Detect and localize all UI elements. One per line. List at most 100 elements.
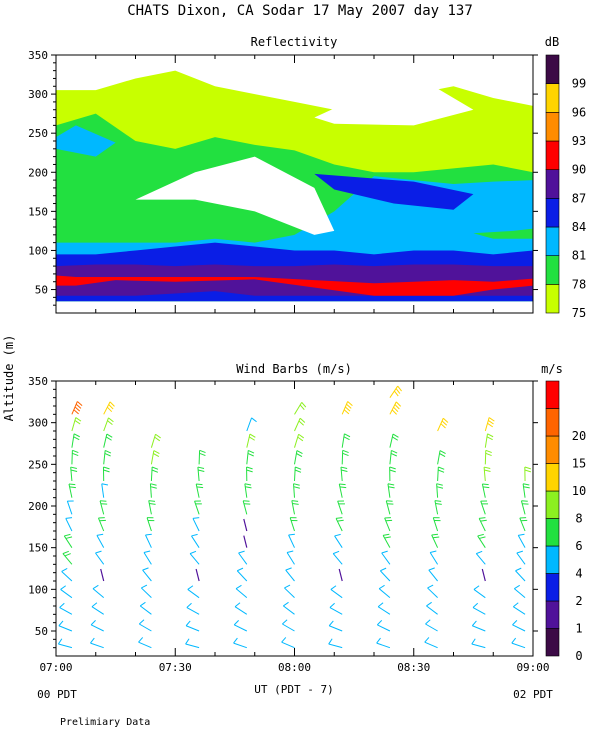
wind-barb-feather: [300, 418, 305, 422]
wind-colorbar-tick-label: 20: [572, 429, 586, 443]
wind-barb-feather: [429, 568, 435, 570]
wind-barb-feather: [396, 402, 400, 407]
wind-barb-feather: [234, 638, 238, 643]
wind-barb-feather: [436, 504, 442, 505]
wind-barb-staff: [386, 501, 390, 515]
wind-barb: [433, 518, 440, 531]
wind-barb-staff: [294, 484, 295, 498]
wind-colorbar-swatch: [546, 464, 559, 492]
wind-barb-staff: [98, 518, 103, 531]
wind-barb-staff: [485, 434, 487, 448]
wind-barb: [235, 603, 247, 615]
wind-barb: [72, 434, 80, 448]
wind-barb: [244, 536, 247, 548]
wind-barb-staff: [151, 451, 153, 465]
wind-barb-staff: [516, 571, 526, 581]
reflectivity-colorbar-tick-label: 93: [572, 134, 586, 148]
wind-barb: [390, 386, 402, 398]
wind-barb-staff: [481, 501, 486, 514]
wind-barb-staff: [339, 569, 342, 581]
wind-barb-feather: [340, 487, 346, 488]
wind-barb-staff: [438, 467, 439, 481]
wind-barb-feather: [479, 537, 485, 539]
wind-barb-staff: [104, 450, 105, 464]
wind-barb-feather: [105, 453, 111, 456]
wind-barb-feather: [487, 437, 493, 440]
wind-barb-feather: [346, 404, 351, 408]
wind-frame: [56, 381, 533, 656]
reflectivity-colorbar-tick-label: 78: [572, 277, 586, 291]
wind-barb-feather: [440, 454, 446, 457]
wind-barb-feather: [428, 585, 434, 588]
wind-barb-feather: [63, 551, 69, 553]
wind-barb-staff: [95, 553, 103, 564]
wind-barb: [186, 621, 199, 631]
wind-barb-feather: [198, 470, 204, 471]
wind-barb-feather: [237, 568, 243, 571]
wind-barb-feather: [438, 467, 444, 469]
wind-barb: [67, 501, 73, 514]
reflectivity-colorbar-tick-label: 75: [572, 306, 586, 320]
wind-barb: [437, 484, 443, 498]
wind-barb: [282, 637, 295, 647]
wind-barb-feather: [341, 470, 347, 471]
wind-barb-feather: [75, 407, 80, 411]
wind-barb: [247, 467, 253, 481]
wind-barb: [139, 637, 152, 647]
wind-barb-staff: [390, 434, 393, 448]
page-title: CHATS Dixon, CA Sodar 17 May 2007 day 13…: [127, 3, 473, 19]
wind-barb-feather: [152, 470, 158, 472]
wind-barb-feather: [248, 453, 254, 456]
wind-barb-feather: [392, 437, 397, 440]
wind-barb-feather: [196, 484, 202, 485]
wind-barb: [295, 451, 303, 465]
wind-barb: [90, 638, 103, 648]
wind-barb-feather: [344, 437, 350, 440]
wind-barb-feather: [472, 639, 475, 644]
wind-barb-staff: [104, 434, 107, 448]
wind-barb-feather: [282, 620, 287, 624]
wind-barb: [382, 551, 390, 564]
wind-barb-feather: [107, 434, 112, 437]
wind-barb-staff: [104, 418, 109, 431]
wind-barb-staff: [100, 501, 104, 515]
wind-barb-feather: [336, 518, 342, 519]
wind-barb-feather: [155, 434, 160, 438]
wind-barb-staff: [517, 553, 525, 564]
wind-barb-staff: [239, 553, 247, 564]
wind-barb-staff: [147, 518, 151, 531]
wind-barb-feather: [390, 467, 396, 469]
wind-barb: [482, 484, 489, 498]
wind-barb-feather: [344, 410, 349, 414]
wind-barb-feather: [153, 454, 159, 457]
wind-barb-staff: [429, 570, 438, 581]
wind-barb: [336, 518, 344, 531]
wind-barb: [92, 603, 104, 615]
wind-ytick-label: 200: [28, 500, 48, 513]
wind-barb-staff: [292, 501, 295, 515]
wind-barb: [438, 467, 445, 481]
wind-barb-staff: [287, 552, 294, 564]
wind-barb-feather: [480, 520, 486, 521]
wind-barb-feather: [443, 418, 448, 422]
wind-barb: [199, 450, 205, 464]
wind-barb-staff: [433, 518, 437, 531]
wind-barb-feather: [107, 407, 111, 412]
wind-barb: [472, 621, 485, 631]
wind-barb-feather: [512, 638, 516, 643]
wind-barb-feather: [294, 484, 300, 486]
wind-barb-feather: [72, 450, 78, 452]
footnote: Prelimiary Data: [60, 717, 150, 728]
wind-barb-feather: [247, 470, 253, 472]
reflectivity-colorbar-swatch: [546, 284, 559, 313]
reflectivity-colorbar-swatch: [546, 170, 559, 199]
wind-barb-feather: [102, 484, 108, 485]
wind-barb-staff: [428, 588, 438, 598]
wind-barb-feather: [394, 391, 398, 396]
wind-barb-staff: [58, 644, 72, 648]
wind-barb-feather: [140, 602, 145, 606]
reflectivity-ytick-label: 200: [28, 166, 48, 179]
wind-barb: [93, 585, 104, 597]
wind-barb: [341, 467, 347, 481]
